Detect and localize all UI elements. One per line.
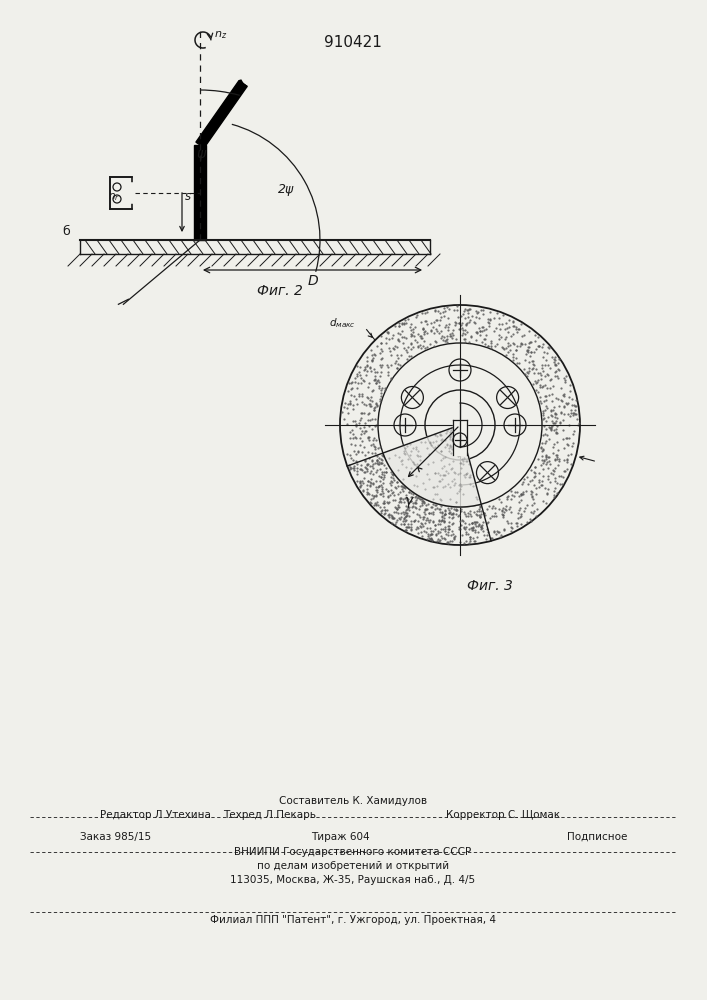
- Text: Подписное: Подписное: [566, 832, 627, 842]
- Text: Фиг. 3: Фиг. 3: [467, 579, 513, 593]
- Text: по делам изобретений и открытий: по делам изобретений и открытий: [257, 861, 449, 871]
- Text: Тираж 604: Тираж 604: [310, 832, 369, 842]
- Polygon shape: [383, 425, 481, 507]
- Text: $n_z$: $n_z$: [214, 29, 227, 41]
- Text: Филиал ППП "Патент", г. Ужгород, ул. Проектная, 4: Филиал ППП "Патент", г. Ужгород, ул. Про…: [210, 915, 496, 925]
- Text: s: s: [185, 190, 191, 203]
- Text: Заказ 985/15: Заказ 985/15: [80, 832, 151, 842]
- Polygon shape: [196, 81, 247, 148]
- Text: $n_r$: $n_r$: [108, 191, 120, 203]
- Text: γ: γ: [405, 494, 414, 508]
- Text: 910421: 910421: [324, 35, 382, 50]
- Polygon shape: [239, 80, 247, 87]
- Polygon shape: [194, 145, 206, 240]
- Text: б: б: [62, 225, 70, 238]
- Text: 2ψ: 2ψ: [278, 183, 294, 196]
- Bar: [110, 177, 132, 209]
- Text: D: D: [307, 274, 318, 288]
- Text: 113035, Москва, Ж-35, Раушская наб., Д. 4/5: 113035, Москва, Ж-35, Раушская наб., Д. …: [230, 875, 476, 885]
- Text: $d_{макс}$: $d_{макс}$: [329, 317, 356, 330]
- Text: Редактор Л.Утехина: Редактор Л.Утехина: [100, 810, 211, 820]
- Text: Фиг. 2: Фиг. 2: [257, 284, 303, 298]
- Text: Составитель К. Хамидулов: Составитель К. Хамидулов: [279, 796, 427, 806]
- Text: Корректор С. Щомак: Корректор С. Щомак: [446, 810, 560, 820]
- Text: ВНИИПИ Государственного комитета СССР: ВНИИПИ Государственного комитета СССР: [235, 847, 472, 857]
- Polygon shape: [453, 420, 467, 455]
- Text: ψ: ψ: [196, 147, 205, 161]
- Text: Техред Л.Пекарь: Техред Л.Пекарь: [223, 810, 317, 820]
